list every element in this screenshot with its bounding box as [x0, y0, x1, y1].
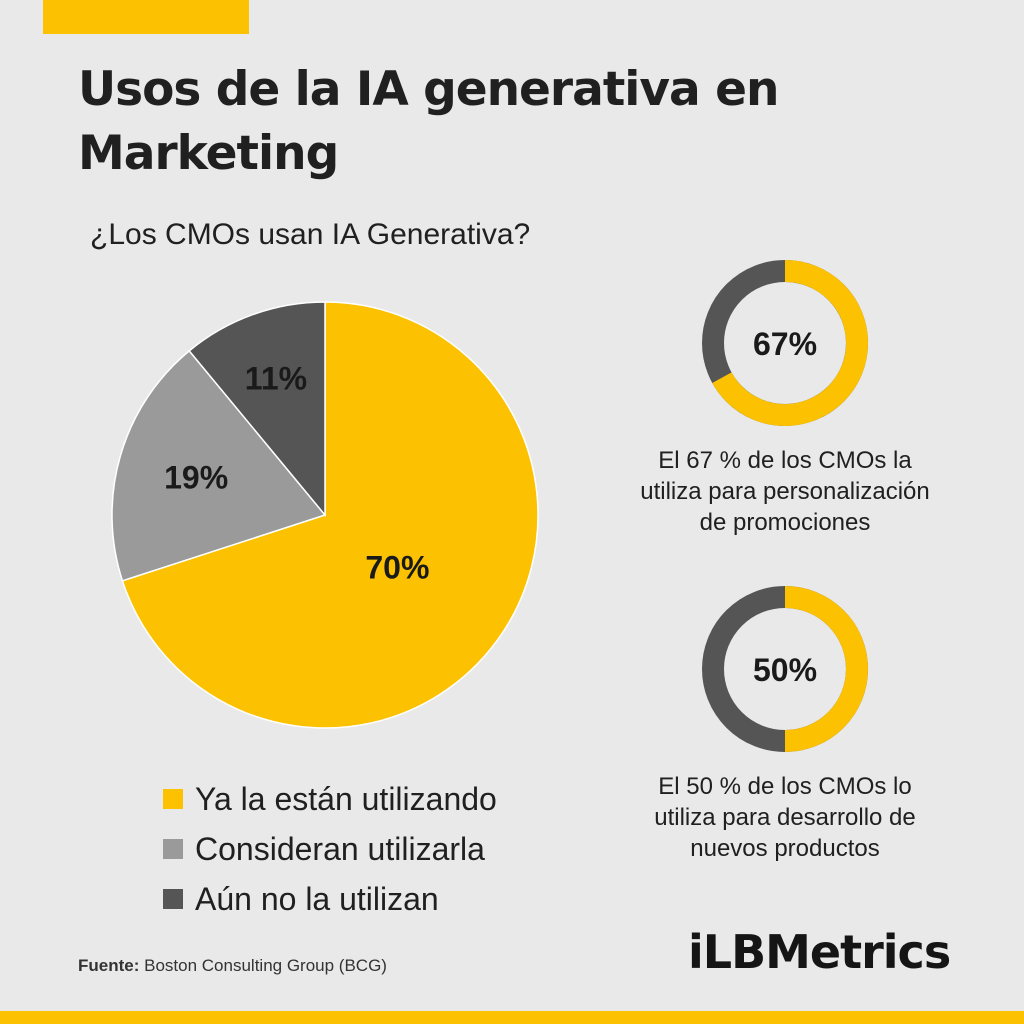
donut-personalization-value-label: 67% — [753, 326, 817, 362]
page-title: Usos de la IA generativa en Marketing — [78, 62, 779, 181]
legend-label: Aún no la utilizan — [195, 880, 439, 917]
pie-chart: 70% 19% 11% — [111, 301, 539, 729]
pie-label-using: 70% — [365, 550, 429, 586]
brand-logo: iLBMetrics — [688, 925, 951, 979]
legend-item: Ya la están utilizando — [163, 774, 497, 824]
legend-swatch — [163, 789, 183, 809]
legend-item: Aún no la utilizan — [163, 874, 497, 924]
legend: Ya la están utilizando Consideran utiliz… — [163, 774, 497, 924]
legend-item: Consideran utilizarla — [163, 824, 497, 874]
pie-slice-considering — [111, 349, 327, 582]
legend-label: Ya la están utilizando — [195, 780, 497, 817]
donut-chart-personalization: 67% — [702, 260, 868, 426]
legend-label: Consideran utilizarla — [195, 830, 485, 867]
source-note: Fuente: Boston Consulting Group (BCG) — [78, 956, 387, 976]
donut-new-products-value-arc — [784, 586, 868, 752]
donut-new-products-value-label: 50% — [753, 652, 817, 688]
source-text: Boston Consulting Group (BCG) — [144, 956, 387, 975]
pie-label-not-using: 11% — [245, 361, 307, 397]
pie-slice-not-using — [188, 301, 326, 518]
donut-caption-new-products: El 50 % de los CMOs lo utiliza para desa… — [654, 773, 916, 862]
donut-personalization-value-arc — [712, 260, 868, 426]
chart-question: ¿Los CMOs usan IA Generativa? — [90, 218, 531, 251]
pie-slice-using — [121, 301, 539, 729]
legend-swatch — [163, 839, 183, 859]
pie-label-considering: 19% — [164, 460, 228, 496]
donut-caption-personalization: El 67 % de los CMOs la utiliza para pers… — [640, 447, 930, 536]
donut-chart-new-products: 50% — [702, 586, 868, 752]
source-label: Fuente: — [78, 956, 140, 975]
legend-swatch — [163, 889, 183, 909]
bottom-accent-bar — [0, 1011, 1024, 1024]
top-accent-bar — [43, 0, 249, 34]
